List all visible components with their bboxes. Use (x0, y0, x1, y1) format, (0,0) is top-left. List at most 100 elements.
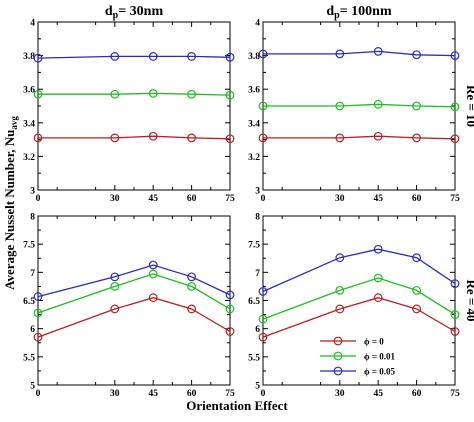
y-tick-label: 7.5 (23, 241, 35, 251)
column-title: dp= 30nm (105, 4, 164, 21)
data-point (225, 90, 235, 100)
series-line (37, 264, 231, 298)
data-point (110, 272, 120, 282)
x-tick-label: 30 (110, 194, 120, 204)
data-point (335, 101, 345, 111)
data-point (373, 273, 383, 283)
x-tick-label: 30 (110, 389, 120, 399)
panel-frame (37, 21, 231, 191)
legend-marker (333, 336, 343, 346)
data-point (187, 89, 197, 99)
y-axis-title: Average Nusselt Number, Nuavg (2, 116, 19, 290)
y-tick-label: 3.2 (23, 153, 35, 163)
y-tick-label: 5 (255, 382, 260, 392)
panel-1: 3 3.2 3.4 3.6 3.8 4 0 30 45 60 75 (248, 19, 460, 205)
series-line (38, 135, 231, 140)
data-point (258, 133, 268, 143)
series-line (37, 297, 231, 338)
y-tick-label: 7.5 (248, 241, 260, 251)
data-point (148, 293, 158, 303)
panel-2: 5 5.5 6 6.5 7 7.5 8 0 30 45 60 75 (23, 213, 235, 400)
data-point (412, 304, 422, 314)
legend-label: ϕ = 0.01 (364, 352, 395, 362)
data-point (33, 53, 43, 63)
series-line (263, 103, 456, 108)
series-line (38, 92, 231, 96)
column-title-rest: = 100nm (340, 4, 392, 19)
series-line (262, 277, 456, 320)
data-point (225, 290, 235, 300)
y-tick-label: 3 (255, 187, 260, 197)
data-point (450, 102, 460, 112)
x-tick-label: 75 (450, 389, 460, 399)
y-tick-label: 6 (30, 325, 35, 335)
x-tick-label: 0 (261, 389, 266, 399)
data-point (450, 279, 460, 289)
x-tick-label: 45 (373, 389, 383, 399)
series-line (262, 248, 456, 293)
data-point (110, 52, 120, 61)
y-tick-label: 3 (30, 187, 35, 197)
series-line (37, 55, 231, 59)
data-point (148, 131, 158, 141)
data-point (258, 101, 268, 111)
x-tick-label: 75 (225, 194, 235, 204)
data-point (412, 285, 422, 295)
y-axis-title-sub: avg (9, 116, 19, 130)
data-point (450, 134, 460, 144)
row-label: Re = 40 (464, 279, 474, 321)
data-point (187, 272, 197, 282)
y-tick-label: 3.2 (248, 153, 260, 163)
x-tick-label: 60 (412, 194, 422, 204)
panel-3: 5 5.5 6 6.5 7 7.5 8 0 30 45 60 75 (248, 213, 460, 400)
y-tick-label: 3.6 (248, 86, 260, 96)
legend-marker (333, 366, 343, 376)
y-axis-title-main: Average Nusselt Number, Nu (2, 130, 17, 290)
column-title-main: d (326, 4, 334, 19)
data-point (225, 327, 235, 336)
data-point (258, 314, 268, 324)
column-title-sub: p (334, 10, 340, 21)
data-point (335, 304, 345, 314)
data-point (412, 133, 422, 143)
y-tick-label: 3.4 (248, 119, 260, 129)
x-tick-label: 75 (450, 194, 460, 204)
y-tick-label: 5 (30, 382, 35, 392)
data-point (373, 99, 383, 109)
data-point (258, 332, 268, 342)
series-line (262, 297, 456, 338)
data-point (187, 133, 197, 143)
data-point (225, 304, 235, 314)
panel-0: 3 3.2 3.4 3.6 3.8 4 0 30 45 60 75 (23, 19, 235, 205)
x-axis-title: Orientation Effect (186, 398, 288, 413)
x-tick-label: 45 (373, 194, 383, 204)
data-point (373, 47, 383, 56)
series-line (263, 135, 456, 140)
y-tick-label: 8 (255, 213, 260, 223)
data-point (187, 282, 197, 291)
y-tick-label: 7 (255, 269, 260, 279)
y-tick-label: 5.5 (23, 353, 35, 363)
y-tick-label: 3.8 (248, 52, 260, 62)
legend-marker (333, 351, 343, 361)
series-line (263, 50, 456, 57)
series-line (37, 273, 231, 314)
x-tick-label: 30 (335, 389, 345, 399)
data-point (148, 88, 158, 98)
data-point (33, 89, 43, 99)
data-point (335, 253, 345, 263)
data-point (110, 304, 120, 314)
data-point (148, 260, 158, 270)
legend-label: ϕ = 0.05 (364, 367, 395, 377)
legend-label: ϕ = 0 (364, 337, 384, 347)
data-point (33, 332, 43, 342)
y-tick-label: 7 (30, 269, 35, 279)
data-point (33, 308, 43, 318)
data-point (148, 52, 158, 61)
column-title-rest: = 30nm (118, 4, 163, 19)
y-tick-label: 4 (255, 19, 260, 29)
x-tick-label: 45 (148, 389, 158, 399)
data-point (187, 52, 197, 61)
